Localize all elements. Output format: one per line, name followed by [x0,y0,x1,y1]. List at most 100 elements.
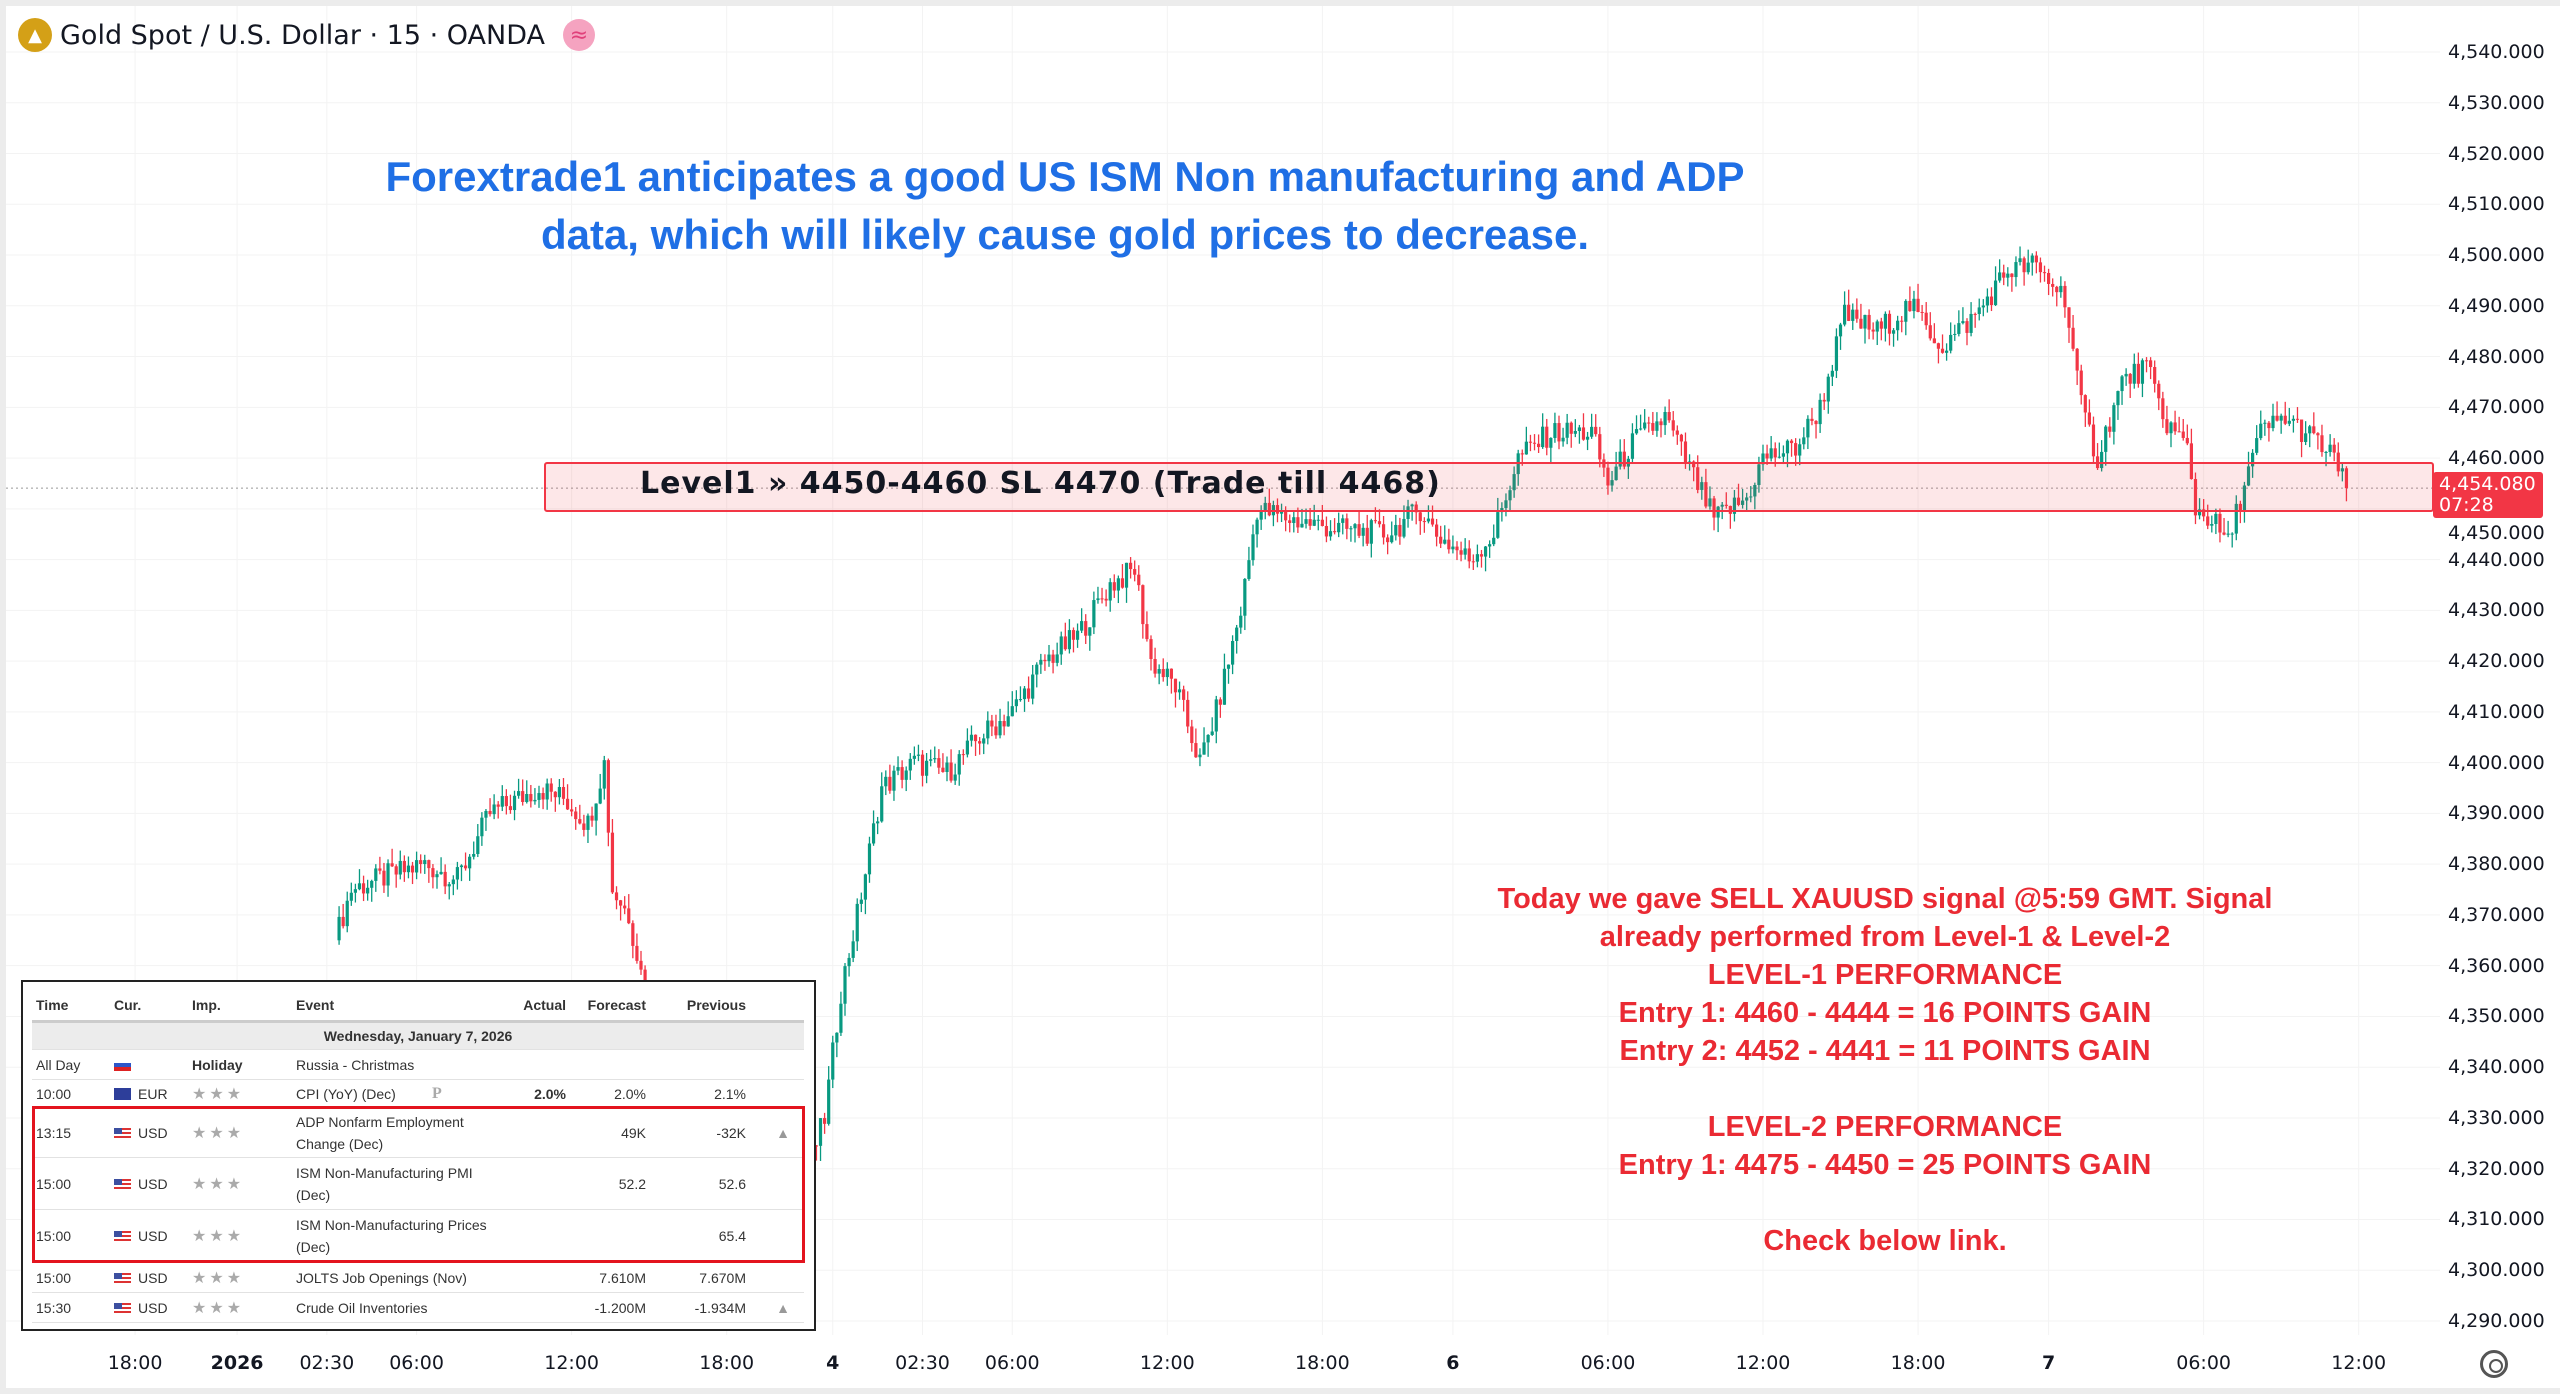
calendar-row[interactable]: 15:30 USD ★★★ Crude Oil Inventories -1.2… [32,1293,804,1323]
candle-body [2222,532,2226,535]
candle-body [1398,524,1402,537]
candle-body [357,883,362,890]
candle-body [1149,639,1153,660]
candle-body [973,734,978,742]
candle-body [2340,468,2344,472]
candle-body [1806,418,1810,438]
time-tick-label: 4 [826,1352,840,1374]
event-previous: -1.934M [694,1299,746,1316]
candle-body [1798,444,1802,456]
calendar-date-row: Wednesday, January 7, 2026 [32,1023,804,1050]
candle-body [1683,441,1688,463]
candle-body [871,823,876,844]
headline-line: Forextrade1 anticipates a good US ISM No… [385,153,1745,200]
candle-body [1039,659,1043,665]
candle-body [929,759,933,761]
candle-body [1904,300,1908,322]
candle-body [549,783,553,792]
calendar-row[interactable]: 13:15 USD ★★★ ADP Nonfarm Employment Chan… [32,1108,804,1158]
candle-body [1092,600,1096,628]
calendar-row[interactable]: 15:00 USD ★★★ JOLTS Job Openings (Nov) 7… [32,1263,804,1293]
candle-body [1467,548,1471,562]
candle-body [1080,621,1084,631]
candle-body [1051,654,1055,663]
candle-body [1402,518,1406,537]
candle-body [1247,560,1251,579]
candle-body [1361,527,1365,536]
col-time: Time [36,997,69,1013]
candle-body [443,871,447,887]
candle-body [1859,318,1863,329]
price-tick-label: 4,520.000 [2448,142,2545,165]
candle-body [2218,513,2222,533]
candle-body [1692,461,1696,468]
event-previous: 52.6 [718,1175,746,1192]
candle-body [541,793,545,800]
candle-body [447,884,451,887]
candle-body [590,815,594,821]
candle-body [916,754,921,756]
candle-body [1573,430,1577,434]
candle-body [427,860,431,869]
candle-body [1716,506,1720,518]
time-tick-label: 12:00 [544,1352,600,1374]
candle-body [431,868,435,878]
level1-zone[interactable] [544,462,2434,512]
candle-body [574,811,578,820]
event-time: 15:00 [36,1269,72,1286]
candle-body [1634,429,1639,434]
candle-body [1549,437,1553,448]
candle-body [912,755,916,759]
candle-body [476,836,480,854]
candle-body [1785,440,1790,454]
calendar-row[interactable]: 15:00 USD ★★★ ISM Non-Manufacturing Pric… [32,1210,804,1263]
us-flag-icon [114,1127,131,1140]
candle-body [1439,536,1443,544]
candle-body [1957,323,1961,334]
calendar-row[interactable]: 10:00 EUR ★★★ CPI (YoY) (Dec) P 2.0% 2.0… [32,1080,804,1108]
candle-body [1169,668,1173,679]
candle-body [1349,528,1353,530]
candle-body [570,809,574,812]
candle-body [1606,467,1610,486]
approx-wave-icon[interactable]: ≈ [563,19,595,51]
time-tick-label: 12:00 [2331,1352,2387,1374]
candle-body [1161,669,1165,678]
candle-body [602,760,606,789]
candle-body [2083,395,2087,413]
candle-body [2169,422,2173,434]
candle-body [1328,531,1333,537]
time-tick-label: 12:00 [1735,1352,1791,1374]
candle-body [2197,509,2202,516]
candle-body [990,720,994,727]
candle-body [1932,338,1936,344]
candle-body [439,871,443,875]
candle-body [1639,428,1643,430]
settings-gear-icon[interactable] [2480,1350,2508,1378]
symbol-header[interactable]: ▲ Gold Spot / U.S. Dollar · 15 · OANDA ≈ [18,18,595,52]
candle-body [1541,426,1545,448]
candle-body [884,776,888,787]
candle-body [594,803,598,821]
calendar-row[interactable]: All Day Holiday Russia - Christmas [32,1050,804,1080]
candle-body [1035,664,1039,675]
bell-alert-icon[interactable]: ▲ [776,1299,790,1316]
signal-line: Entry 1: 4475 - 4450 = 25 POINTS GAIN [1618,1149,2152,1181]
event-forecast: 7.610M [599,1269,646,1286]
candle-body [492,804,496,815]
price-tick-label: 4,420.000 [2448,650,2545,673]
candle-body [2295,418,2300,420]
candle-body [1700,482,1704,490]
candle-body [2075,348,2079,371]
calendar-row[interactable]: 15:00 USD ★★★ ISM Non-Manufacturing PMI (… [32,1158,804,1210]
event-previous: 65.4 [718,1228,746,1244]
candle-body [1406,506,1410,519]
candle-body [965,740,969,755]
bell-alert-icon[interactable]: ▲ [776,1124,790,1141]
candle-body [2153,367,2157,384]
candle-body [1528,441,1533,443]
candle-body [1659,421,1663,426]
price-tick-label: 4,530.000 [2448,91,2545,114]
